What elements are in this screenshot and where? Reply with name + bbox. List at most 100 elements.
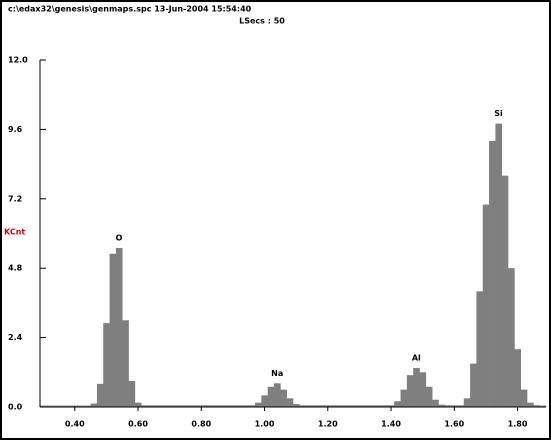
spectrum-bar <box>103 323 110 407</box>
y-tick-label: 4.8 <box>8 264 23 273</box>
spectrum-bar <box>160 405 167 407</box>
y-axis-label: KCnt <box>4 228 25 237</box>
spectrum-bar <box>40 405 47 407</box>
spectrum-bar <box>52 405 60 407</box>
spectrum-bar <box>153 405 161 407</box>
spectrum-bar <box>520 389 528 407</box>
spectrum-bar <box>311 405 319 407</box>
spectrum-bar <box>527 402 534 407</box>
spectrum-bar <box>482 204 490 407</box>
spectrum-bar <box>375 405 382 407</box>
spectrum-bar <box>128 380 136 407</box>
spectrum-bar <box>432 399 439 407</box>
spectrum-bar <box>476 291 484 407</box>
spectrum-bar <box>280 389 287 407</box>
spectrum-bar <box>387 405 395 407</box>
spectrum-bar <box>141 405 148 407</box>
spectrum-bar <box>293 404 300 407</box>
spectrum-bar <box>134 402 142 407</box>
spectrum-bar <box>147 405 155 407</box>
spectrum-bar <box>425 386 433 407</box>
spectrum-bar <box>77 405 85 407</box>
peak-label: Al <box>412 353 421 362</box>
spectrum-bar <box>400 389 408 407</box>
spectrum-bar <box>229 405 237 407</box>
spectrum-bar <box>413 367 420 407</box>
spectrum-bar <box>495 123 503 407</box>
x-tick-label: 1.00 <box>255 420 275 429</box>
spectrum-bar <box>223 405 231 407</box>
spectrum-bar <box>248 405 256 407</box>
spectrum-bar <box>179 405 186 407</box>
spectrum-bar <box>501 175 509 407</box>
x-tick-label: 1.60 <box>444 420 464 429</box>
spectrum-bar <box>368 405 376 407</box>
spectrum-bar <box>46 405 53 407</box>
y-tick-label: 2.4 <box>8 333 23 342</box>
spectrum-bar <box>349 405 357 407</box>
spectrum-bar <box>172 405 180 407</box>
spectrum-bar <box>514 349 521 407</box>
spectrum-bar <box>65 405 72 407</box>
spectrum-bar <box>236 405 243 407</box>
spectrum-bar <box>305 405 313 407</box>
spectrum-bar <box>406 375 414 407</box>
spectrum-bar <box>343 405 351 407</box>
spectrum-bar <box>438 404 446 407</box>
spectrum-bar <box>337 405 344 407</box>
spectrum-bar <box>90 403 98 407</box>
spectrum-bar <box>84 405 91 407</box>
peak-label: Si <box>494 109 503 118</box>
y-tick-label: 0.0 <box>8 403 23 412</box>
spectrum-bar <box>191 405 199 407</box>
spectrum-bar <box>210 405 218 407</box>
spectrum-bar <box>267 386 275 407</box>
x-tick-label: 1.20 <box>318 420 338 429</box>
spectrum-bar <box>330 405 338 407</box>
spectrum-bar <box>362 405 370 407</box>
spectrum-bar <box>71 405 79 407</box>
spectrum-bar <box>356 405 363 407</box>
spectrum-bar <box>381 405 389 407</box>
spectrum-bar <box>419 372 427 407</box>
spectrum-bar <box>185 405 193 407</box>
spectrum-bar <box>286 398 294 407</box>
spectrum-bar <box>489 140 496 407</box>
chart-subtitle: LSecs : 50 <box>239 17 285 26</box>
spectrum-bar <box>122 320 129 407</box>
spectrum-bar <box>242 405 250 407</box>
x-tick-label: 0.40 <box>65 420 85 429</box>
x-tick-label: 1.80 <box>508 420 528 429</box>
spectrum-bar <box>539 405 547 407</box>
peak-label: O <box>116 233 123 242</box>
spectrum-bar <box>198 405 205 407</box>
chart-title: c:\edax32\genesis\genmaps.spc 13-Jun-200… <box>8 5 252 14</box>
spectrum-bar <box>217 405 224 407</box>
spectrum-bar <box>115 247 123 407</box>
spectrum-bar <box>394 401 401 407</box>
spectrum-bar <box>274 383 281 407</box>
spectrum-bar <box>299 405 306 407</box>
spectrum-bar <box>96 383 104 407</box>
y-tick-label: 9.6 <box>8 125 23 134</box>
spectrum-bar <box>261 395 268 407</box>
spectrum-bar <box>457 405 465 407</box>
spectrum-bar <box>508 268 515 407</box>
y-tick-label: 7.2 <box>8 194 22 203</box>
spectrum-bar <box>470 363 477 407</box>
x-tick-label: 1.40 <box>381 420 401 429</box>
spectrum-bar <box>109 253 117 407</box>
spectrum-bar <box>204 405 212 407</box>
spectrum-bar <box>451 405 458 407</box>
x-tick-label: 0.80 <box>191 420 211 429</box>
spectrum-bar <box>324 405 332 407</box>
spectrum-bar <box>58 405 66 407</box>
y-tick-label: 12.0 <box>8 56 28 65</box>
spectrum-bar <box>318 405 325 407</box>
spectrum-bar <box>463 398 471 407</box>
peak-label: Na <box>271 369 283 378</box>
x-tick-label: 0.60 <box>128 420 148 429</box>
